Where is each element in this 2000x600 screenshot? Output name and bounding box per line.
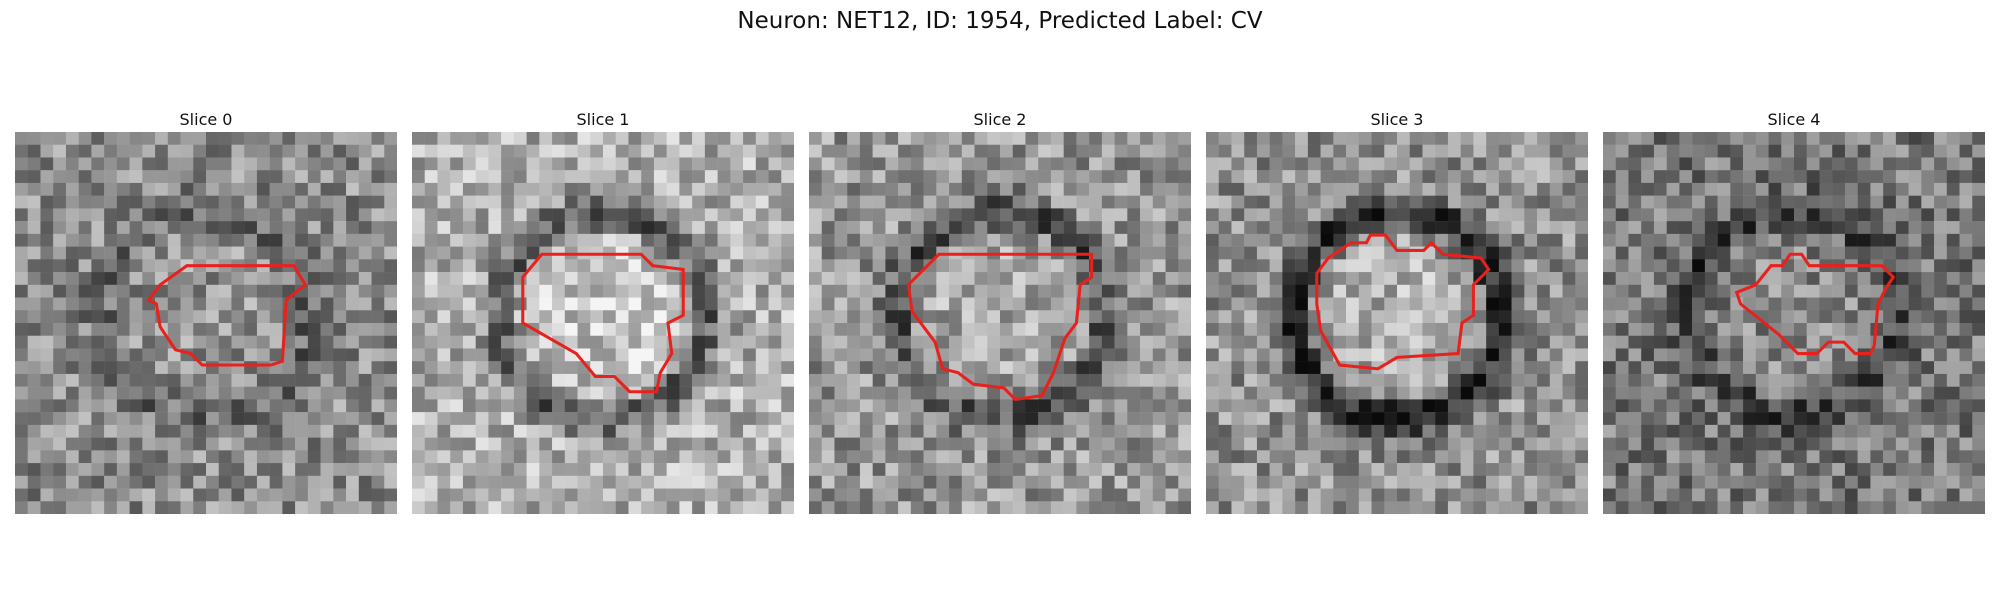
slice-image-2 xyxy=(809,132,1191,514)
slice-image-3 xyxy=(1206,132,1588,514)
slice-title-2: Slice 2 xyxy=(973,110,1027,129)
slice-outline-1 xyxy=(521,252,685,394)
slice-outline-4 xyxy=(1734,252,1896,356)
slice-outline-2 xyxy=(906,252,1094,402)
slice-panel-3: Slice 3 xyxy=(1206,108,1588,514)
slice-image-1 xyxy=(412,132,794,514)
slice-title-1: Slice 1 xyxy=(576,110,630,129)
slice-title-3: Slice 3 xyxy=(1370,110,1424,129)
slice-panel-0: Slice 0 xyxy=(15,108,397,514)
slice-outline-0 xyxy=(146,264,308,367)
slice-image-4 xyxy=(1603,132,1985,514)
slice-panel-2: Slice 2 xyxy=(809,108,1191,514)
slice-pixel-grid-1 xyxy=(412,132,794,514)
slice-panel-4: Slice 4 xyxy=(1603,108,1985,514)
slice-pixel-grid-2 xyxy=(809,132,1191,514)
slice-panel-1: Slice 1 xyxy=(412,108,794,514)
figure-title: Neuron: NET12, ID: 1954, Predicted Label… xyxy=(737,8,1263,34)
slice-pixel-grid-3 xyxy=(1206,132,1588,514)
slice-title-0: Slice 0 xyxy=(179,110,233,129)
slice-title-4: Slice 4 xyxy=(1767,110,1821,129)
slice-pixel-grid-4 xyxy=(1603,132,1985,514)
slice-image-0 xyxy=(15,132,397,514)
slice-pixel-grid-0 xyxy=(15,132,397,514)
slice-outline-3 xyxy=(1315,233,1491,371)
